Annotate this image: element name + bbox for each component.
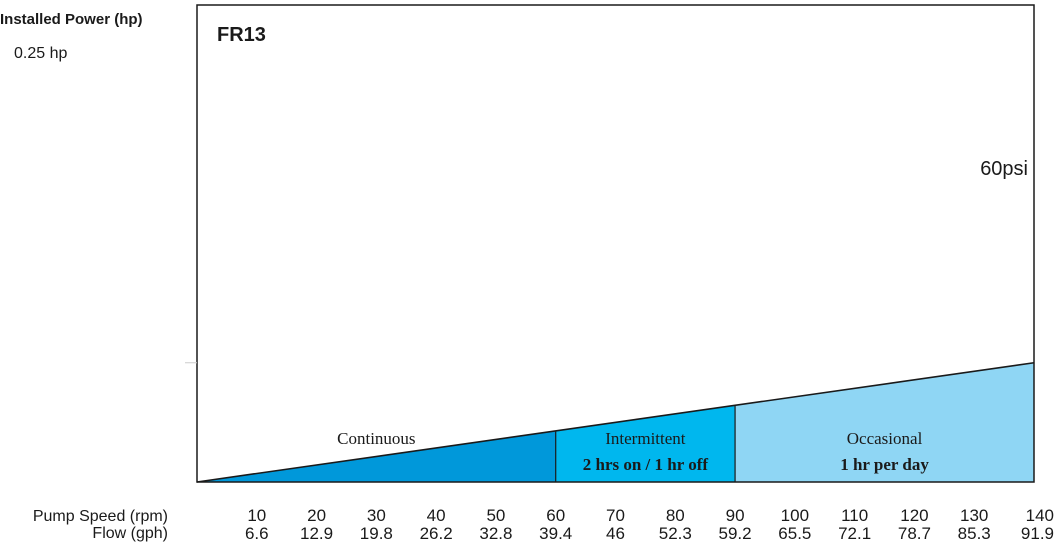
- flow-tick-label: 46: [606, 524, 625, 543]
- flow-tick-label: 52.3: [659, 524, 692, 543]
- rpm-tick-label: 20: [307, 506, 326, 525]
- rpm-tick-label: 40: [427, 506, 446, 525]
- rpm-tick-label: 60: [546, 506, 565, 525]
- zone-detail: 2 hrs on / 1 hr off: [583, 455, 709, 474]
- pressure-label: 60psi: [980, 158, 1028, 180]
- pressure-line: [196, 361, 1035, 483]
- rpm-tick-label: 50: [486, 506, 505, 525]
- flow-tick-label: 6.6: [245, 524, 269, 543]
- rpm-axis-label: Pump Speed (rpm): [33, 508, 168, 525]
- zone-occasional: [735, 362, 1034, 482]
- zone-label: Continuous: [337, 429, 415, 448]
- rpm-tick-label: 80: [666, 506, 685, 525]
- installed-power-label: Installed Power (hp): [0, 11, 143, 28]
- flow-tick-label: 65.5: [778, 524, 811, 543]
- frame-layer: [185, 4, 1035, 483]
- rpm-tick-label: 10: [247, 506, 266, 525]
- flow-tick-label: 59.2: [719, 524, 752, 543]
- labels-layer: Continuous Intermittent 2 hrs on / 1 hr of…: [337, 429, 929, 474]
- flow-tick-label: 78.7: [898, 524, 931, 543]
- plot-frame: [196, 4, 1035, 483]
- rpm-tick-label: 110: [841, 506, 868, 525]
- rpm-tick-label: 140: [1026, 506, 1054, 525]
- flow-tick-label: 91.9: [1021, 524, 1054, 543]
- rpm-tick-label: 70: [606, 506, 625, 525]
- rpm-tick-label: 30: [367, 506, 386, 525]
- zone-intermittent: [555, 405, 736, 482]
- installed-power-value: 0.25 hp: [14, 45, 67, 62]
- flow-tick-label: 85.3: [958, 524, 991, 543]
- chart-title: FR13: [217, 24, 266, 46]
- rpm-tick-label: 120: [900, 506, 928, 525]
- flow-tick-label: 32.8: [479, 524, 512, 543]
- flow-tick-label: 39.4: [539, 524, 572, 543]
- rpm-tick-label: 100: [781, 506, 809, 525]
- flow-tick-label: 26.2: [420, 524, 453, 543]
- zone-label: Intermittent: [605, 429, 686, 448]
- flow-tick-label: 12.9: [300, 524, 333, 543]
- rpm-tick-label: 90: [726, 506, 745, 525]
- zone-label: Occasional: [847, 429, 923, 448]
- flow-tick-label: 72.1: [838, 524, 871, 543]
- flow-tick-label: 19.8: [360, 524, 393, 543]
- zone-detail: 1 hr per day: [840, 455, 929, 474]
- rpm-tick-label: 130: [960, 506, 988, 525]
- flow-axis-label: Flow (gph): [92, 525, 168, 542]
